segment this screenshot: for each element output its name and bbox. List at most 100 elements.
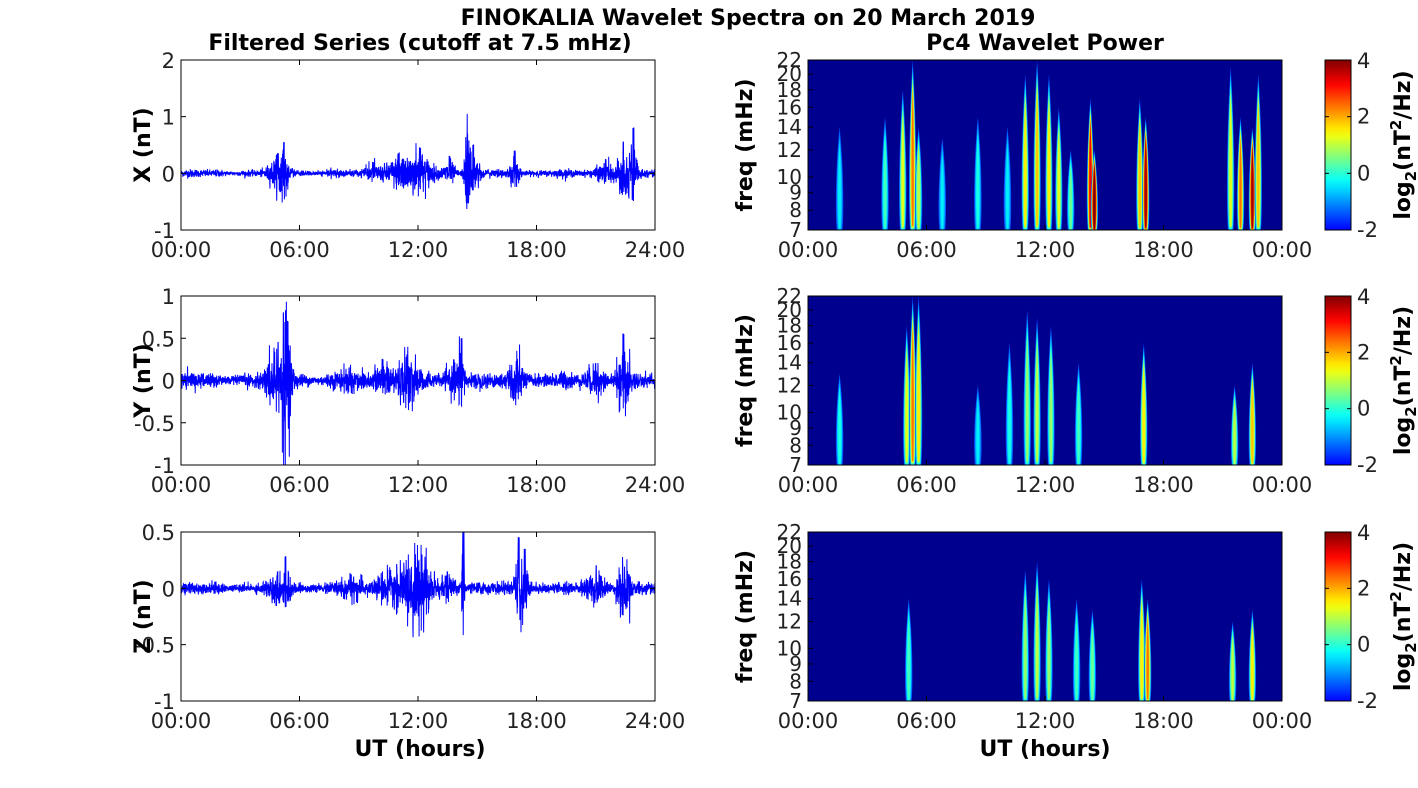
y-tick-label: 0: [162, 162, 175, 186]
colorbar-tick-label: 2: [1357, 576, 1370, 600]
series-line-z: [180, 531, 656, 638]
x-tick-label: 12:00: [388, 709, 449, 733]
colorbar-frame: [1324, 531, 1352, 702]
wavelet-power-event: [1257, 101, 1260, 227]
y-tick-label: 0.5: [142, 327, 175, 351]
y-axis-label: X (nT): [131, 107, 156, 182]
y-axis-label: freq (mHz): [733, 79, 758, 212]
colorbar-gradient: [1325, 296, 1351, 465]
y-tick-label: 18: [777, 78, 802, 102]
colorbar-tick-label: 4: [1357, 285, 1370, 309]
series-panel-y: -1 -0.5 0 0.5 1 00:00 06:00 12:00 18:00 24:00 Y (n…: [131, 285, 685, 497]
y-tick-label: 18: [777, 314, 802, 338]
x-tick-label: 18:00: [1133, 473, 1194, 497]
y-axis-label: Y (nT): [131, 343, 156, 418]
x-tick-label: 00:00: [778, 238, 839, 262]
wavelet-power-event: [1142, 364, 1145, 463]
y-tick-label: 7: [789, 218, 802, 242]
y-tick-label: 20: [777, 534, 802, 558]
series-panel-z: -1 -0.5 0 0.5 00:00 06:00 12:00 18:00 24:00 Z (nT…: [131, 521, 685, 733]
wavelet-power-event: [1006, 145, 1009, 229]
y-tick-label: 7: [789, 453, 802, 477]
wavelet-power-event: [1035, 586, 1039, 699]
y-axis-label: freq (mHz): [733, 550, 758, 683]
x-tick-label: 24:00: [625, 238, 686, 262]
wavelet-power-event: [1075, 616, 1078, 700]
colorbar-gradient: [1325, 532, 1351, 701]
colorbar-frame: [1324, 59, 1352, 231]
y-tick-label: 7: [789, 689, 802, 713]
y-tick-label: 12: [777, 138, 802, 162]
wavelet-power-event: [905, 350, 908, 463]
colorbar-tick-label: 0: [1357, 633, 1370, 657]
y-tick-label: 14: [777, 115, 802, 139]
y-tick-label: 0: [162, 577, 175, 601]
series-panel-x: -1 0 1 2 00:00 06:00 12:00 18:00 24:00 X (nT): [131, 49, 685, 262]
y-tick-label: 1: [162, 106, 175, 130]
wavelet-power-event: [1035, 343, 1039, 462]
y-tick-label: -1: [154, 454, 175, 478]
right-column-title: Pc4 Wavelet Power: [926, 31, 1164, 56]
x-tick-label: 18:00: [1133, 709, 1194, 733]
colorbar: -2 0 2 4 log2(nT2/Hz): [1324, 285, 1418, 477]
colorbar-tick-label: 2: [1357, 105, 1370, 129]
y-tick-label: 8: [789, 433, 802, 457]
colorbar-label: log2(nT2/Hz): [1387, 70, 1418, 219]
colorbar-tick-label: -2: [1357, 689, 1378, 713]
x-tick-label: 12:00: [1015, 473, 1076, 497]
wavelet-power-event: [1229, 95, 1232, 227]
y-tick-label: 2: [162, 49, 175, 73]
wavelet-background: [808, 296, 1282, 465]
y-tick-label: 0.5: [142, 521, 175, 545]
x-tick-label: 00:00: [778, 709, 839, 733]
x-tick-label: 00:00: [778, 473, 839, 497]
x-tick-label: 06:00: [269, 473, 330, 497]
wavelet-background: [808, 532, 1282, 701]
wavelet-power-event: [1024, 593, 1027, 699]
y-tick-label: 16: [777, 95, 802, 119]
wavelet-power-event: [901, 114, 905, 228]
wavelet-power-event: [1049, 350, 1053, 463]
x-tick-label: 00:00: [1252, 473, 1313, 497]
y-tick-label: 12: [777, 373, 802, 397]
x-tick-label: 00:00: [151, 473, 212, 497]
x-tick-label: 24:00: [625, 709, 686, 733]
colorbar-tick-label: 2: [1357, 340, 1370, 364]
colorbar-tick-label: -2: [1357, 218, 1378, 242]
wavelet-power-event: [1077, 380, 1080, 464]
y-tick-label: 22: [777, 284, 802, 308]
y-axis-label: freq (mHz): [733, 314, 758, 447]
y-tick-label: 10: [777, 400, 802, 424]
x-tick-label: 06:00: [269, 709, 330, 733]
wavelet-power-event: [1035, 90, 1039, 226]
wavelet-power-event: [1140, 600, 1143, 699]
colorbar: -2 0 2 4 log2(nT2/Hz): [1324, 49, 1418, 242]
colorbar-tick-label: -2: [1357, 453, 1378, 477]
x-tick-label: 00:00: [1252, 709, 1313, 733]
y-tick-label: 16: [777, 331, 802, 355]
wavelet-power-event: [976, 137, 980, 228]
wavelet-power-event: [941, 154, 944, 229]
wavelet-power-event: [1093, 164, 1096, 230]
y-tick-label: 1: [162, 285, 175, 309]
x-tick-label: 00:00: [151, 709, 212, 733]
wavelet-power-event: [911, 325, 914, 462]
series-line-y: [180, 301, 656, 466]
wavelet-power-event: [1069, 164, 1072, 230]
wavelet-power-event: [1008, 364, 1011, 463]
colorbar-frame: [1324, 295, 1352, 466]
y-tick-label: 10: [777, 636, 802, 660]
colorbar-label: log2(nT2/Hz): [1387, 306, 1418, 455]
wavelet-power-event: [1047, 600, 1051, 699]
plot-area: [181, 532, 655, 701]
wavelet-power-event: [1091, 625, 1094, 700]
wavelet-power-event: [1024, 101, 1027, 227]
colorbar-tick-label: 4: [1357, 49, 1370, 73]
plot-area: [181, 60, 655, 230]
x-tick-label: 18:00: [1133, 238, 1194, 262]
wavelet-power-event: [917, 325, 920, 462]
y-tick-label: -1: [154, 690, 175, 714]
x-tick-label: 12:00: [388, 473, 449, 497]
